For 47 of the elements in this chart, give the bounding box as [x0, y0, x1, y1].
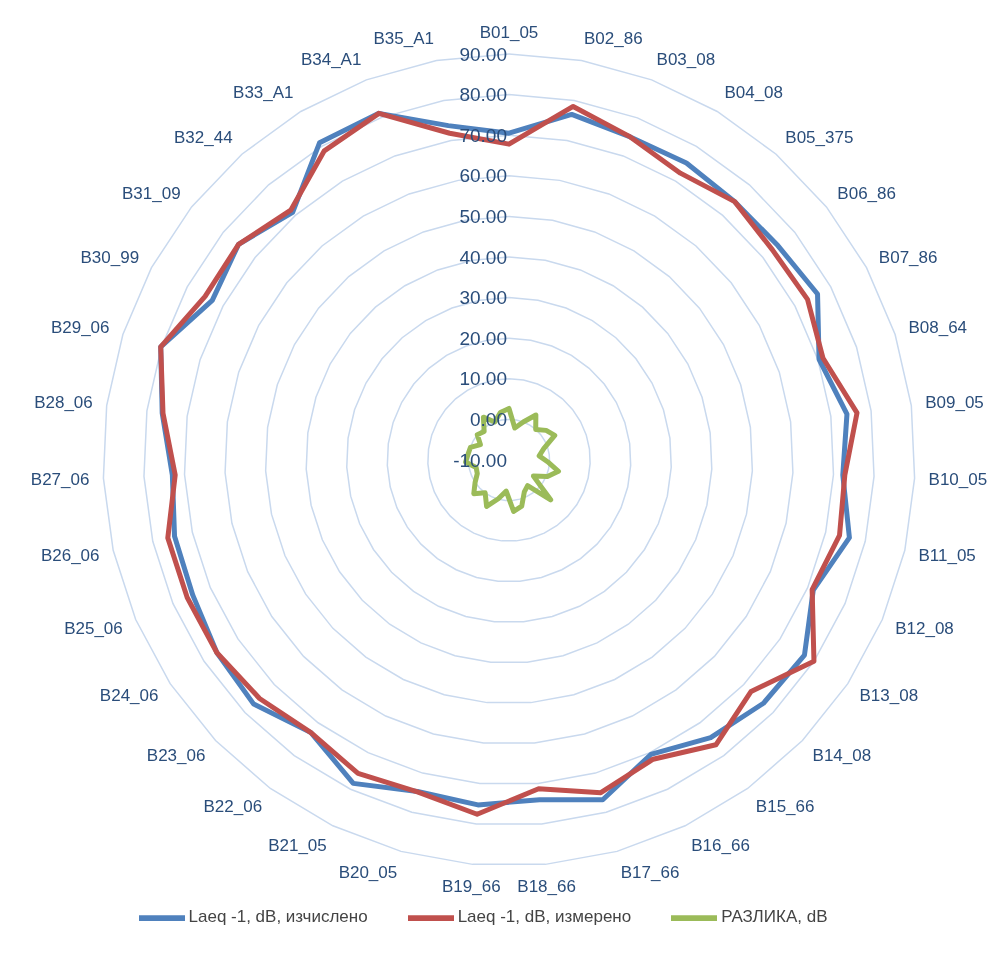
spoke-label: B09_05	[925, 393, 984, 413]
spoke-label: B04_08	[724, 83, 784, 103]
spoke-label: B13_08	[859, 686, 919, 706]
spoke-label: B30_99	[80, 247, 140, 267]
spoke-label: B16_66	[691, 836, 750, 856]
spoke-label: B07_86	[878, 247, 938, 267]
y-tick-label: 80.00	[459, 84, 507, 106]
spoke-label: B17_66	[620, 863, 680, 883]
spoke-label: B11_05	[918, 545, 976, 565]
legend-label: Laeq -1, dB, измерено	[457, 907, 632, 927]
spoke-label: B22_06	[203, 796, 263, 816]
spoke-label: B21_05	[268, 836, 327, 856]
spoke-label: B32_44	[174, 128, 233, 148]
spoke-label: B15_66	[755, 796, 815, 816]
y-tick-label: 30.00	[459, 287, 507, 309]
spoke-label: B12_08	[895, 618, 954, 638]
spoke-label: B20_05	[338, 863, 398, 883]
spoke-label: B06_86	[837, 183, 896, 203]
spoke-label: B18_66	[517, 876, 576, 896]
spoke-label: B33_A1	[233, 83, 294, 103]
y-tick-label: 40.00	[459, 246, 507, 268]
spoke-label: B26_06	[40, 545, 100, 565]
spoke-label: B28_06	[34, 393, 93, 413]
y-tick-label: 60.00	[459, 165, 507, 187]
spoke-label: B10_05	[928, 469, 988, 489]
spoke-label: B29_06	[50, 318, 110, 338]
spoke-label: B05_375	[785, 128, 854, 148]
spoke-label: B03_08	[656, 49, 716, 69]
spoke-label: B01_05	[479, 22, 539, 42]
spoke-label: B31_09	[122, 183, 181, 203]
spoke-label: B02_86	[583, 29, 643, 49]
spoke-label: B08_64	[908, 318, 968, 338]
spoke-label: B19_66	[442, 876, 501, 896]
spoke-label: B24_06	[99, 686, 159, 706]
legend-label: Laeq -1, dB, изчислено	[188, 907, 368, 927]
legend-label: РАЗЛИКА, dB	[721, 907, 828, 927]
spoke-label: B34_A1	[300, 49, 362, 69]
spoke-label: B35_A1	[373, 29, 435, 49]
spoke-label: B25_06	[64, 618, 123, 638]
spoke-label: B23_06	[146, 746, 206, 766]
y-tick-label: 10.00	[459, 368, 507, 390]
y-tick-label: 50.00	[459, 205, 507, 227]
spoke-label: B27_06	[30, 469, 90, 489]
y-tick-label: 90.00	[459, 43, 507, 65]
y-tick-label: 70.00	[459, 124, 507, 146]
spoke-label: B14_08	[812, 746, 872, 766]
y-tick-label: 20.00	[459, 327, 507, 349]
